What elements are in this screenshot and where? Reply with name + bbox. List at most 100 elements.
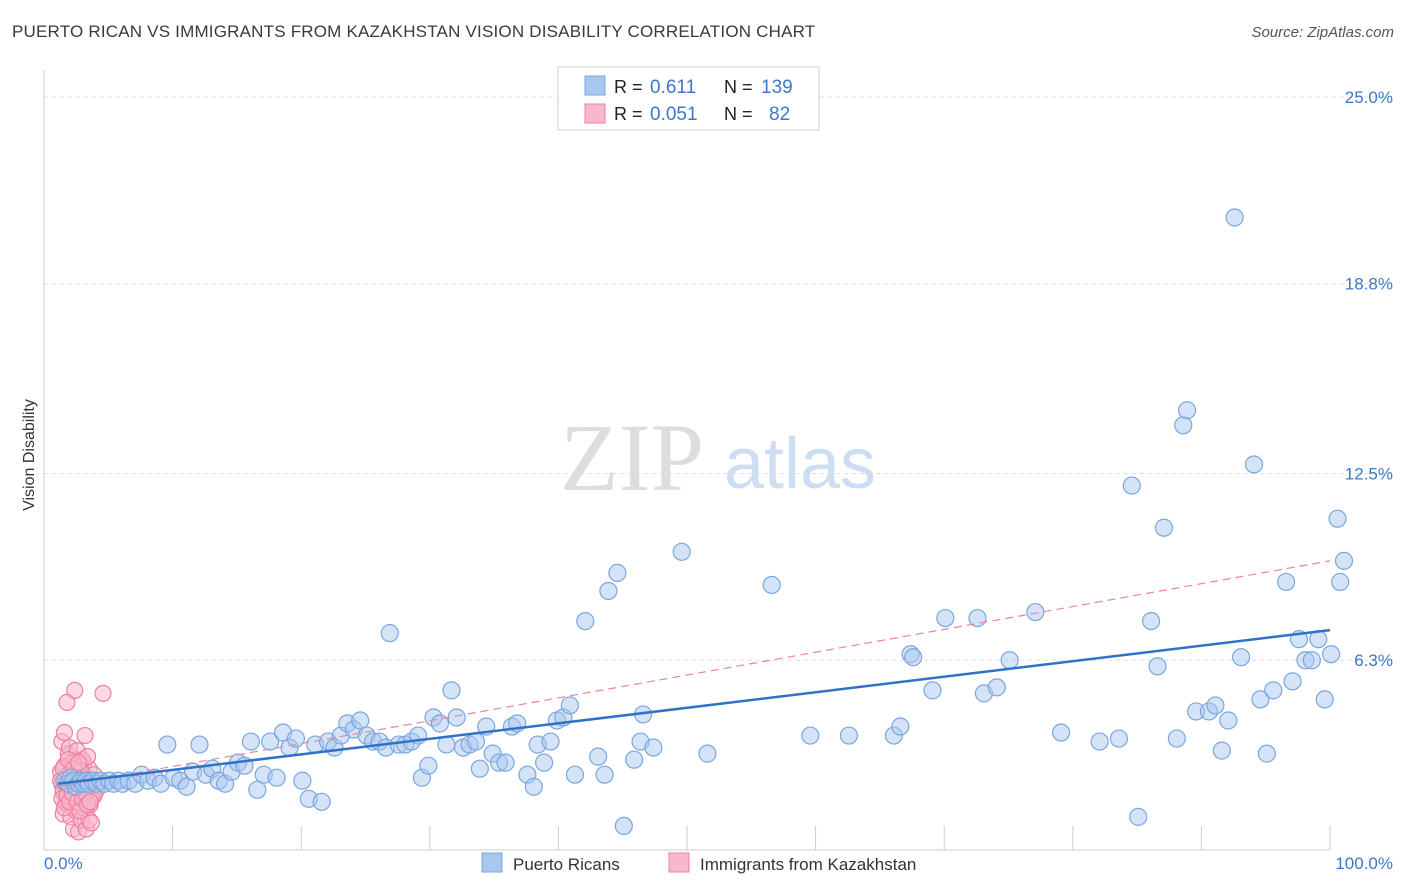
kazakhstan-point xyxy=(76,726,94,745)
legend-r-label-1: R = xyxy=(614,77,643,97)
puerto-rican-point xyxy=(1315,690,1334,709)
legend-r-value-1: 0.611 xyxy=(650,77,696,98)
kazakhstan-trend-line xyxy=(57,560,1331,788)
puerto-rican-point xyxy=(672,542,691,561)
puerto-rican-point xyxy=(466,732,486,751)
puerto-rican-point xyxy=(1174,416,1193,435)
puerto-rican-point xyxy=(248,780,267,799)
gridlines xyxy=(44,96,1393,661)
puerto-rican-point xyxy=(190,735,209,754)
puerto-rican-point xyxy=(1334,551,1354,570)
kazakhstan-point xyxy=(94,684,112,702)
puerto-rican-point xyxy=(267,768,286,787)
bottom-legend-swatch-pink xyxy=(668,852,690,873)
puerto-rican-point xyxy=(589,747,608,766)
legend-n-label-1: N = xyxy=(724,77,753,97)
puerto-rican-point xyxy=(891,717,910,736)
x-tick-label-max: 100.0% xyxy=(1335,854,1393,873)
puerto-rican-point xyxy=(625,750,644,769)
puerto-rican-point xyxy=(1264,681,1283,700)
kazakhstan-point xyxy=(58,693,76,712)
puerto-rican-point xyxy=(286,729,306,748)
puerto-rican-point xyxy=(1251,690,1270,709)
puerto-rican-point xyxy=(987,678,1006,697)
x-ticks xyxy=(43,826,1331,850)
puerto-rican-point xyxy=(447,708,466,727)
puerto-rican-point xyxy=(644,738,663,757)
x-tick-label-min: 0.0% xyxy=(44,854,83,873)
puerto-rican-point xyxy=(158,735,177,754)
puerto-rican-point xyxy=(1154,518,1174,537)
puerto-rican-point xyxy=(1178,401,1197,420)
puerto-rican-point xyxy=(762,575,781,595)
legend-n-label-2: N = xyxy=(724,104,753,124)
puerto-rican-point xyxy=(599,581,618,601)
puerto-rican-point xyxy=(936,608,955,628)
puerto-rican-point xyxy=(1328,509,1347,528)
bottom-legend-label-1: Puerto Ricans xyxy=(513,855,620,874)
y-tick-label: 12.5% xyxy=(1345,465,1393,484)
puerto-rican-point xyxy=(576,611,595,631)
puerto-rican-point xyxy=(1244,455,1264,474)
kazakhstan-point xyxy=(69,754,88,772)
stats-legend: R = 0.611 N = 139 R = 0.051 N = 82 xyxy=(557,66,820,131)
puerto-rican-point xyxy=(595,765,614,784)
puerto-rican-point xyxy=(177,777,196,796)
puerto-rican-point xyxy=(541,732,560,751)
chart-title: PUERTO RICAN VS IMMIGRANTS FROM KAZAKHST… xyxy=(12,22,816,41)
puerto-rican-point xyxy=(801,726,820,745)
legend-r-value-2: 0.051 xyxy=(650,104,698,125)
puerto-rican-point xyxy=(839,726,858,745)
puerto-rican-point xyxy=(419,756,438,775)
puerto-rican-point xyxy=(470,759,489,778)
puerto-rican-point xyxy=(1167,729,1186,748)
puerto-rican-point xyxy=(496,753,515,772)
watermark-atlas: atlas xyxy=(724,424,876,504)
legend-n-value-1: 139 xyxy=(761,77,793,98)
puerto-rican-point xyxy=(1051,723,1071,742)
puerto-rican-point xyxy=(312,792,331,811)
puerto-rican-point xyxy=(1331,572,1350,592)
puerto-rican-point xyxy=(923,681,942,700)
series-legend: Puerto Ricans Immigrants from Kazakhstan xyxy=(481,852,916,874)
trend-lines xyxy=(57,560,1331,788)
puerto-rican-point xyxy=(524,777,543,796)
kazakhstan-point xyxy=(66,681,84,699)
puerto-rican-point xyxy=(608,563,627,582)
puerto-rican-point xyxy=(1219,711,1238,730)
puerto-rican-point xyxy=(1322,645,1341,664)
puerto-rican-point xyxy=(1232,648,1251,667)
puerto-rican-point xyxy=(1141,611,1161,631)
puerto-rican-point xyxy=(535,753,554,772)
bottom-legend-label-2: Immigrants from Kazakhstan xyxy=(700,855,916,874)
puerto-rican-point xyxy=(698,744,717,763)
puerto-rican-point xyxy=(1225,208,1244,227)
puerto-rican-point xyxy=(1026,602,1045,622)
puerto-rican-point xyxy=(293,771,312,790)
legend-swatch-pink xyxy=(584,103,606,124)
y-axis-label: Vision Disability xyxy=(21,399,38,511)
puerto-rican-point xyxy=(241,732,260,751)
legend-n-value-2: 82 xyxy=(769,104,790,125)
puerto-rican-point xyxy=(1212,741,1231,760)
puerto-rican-point xyxy=(1129,807,1148,826)
y-tick-label: 25.0% xyxy=(1345,88,1393,107)
puerto-rican-point xyxy=(442,681,461,700)
puerto-rican-point xyxy=(1122,476,1141,495)
puerto-rican-points xyxy=(55,208,1354,836)
kazakhstan-point xyxy=(81,793,99,811)
legend-swatch-blue xyxy=(584,75,606,96)
puerto-rican-point xyxy=(1109,729,1129,748)
source-label: Source: ZipAtlas.com xyxy=(1251,24,1394,41)
puerto-rican-point xyxy=(904,648,923,667)
kazakhstan-point xyxy=(55,723,74,742)
y-tick-label: 18.8% xyxy=(1345,275,1393,294)
y-tick-label: 6.3% xyxy=(1354,651,1393,670)
puerto-rican-point xyxy=(1148,657,1167,676)
puerto-rican-point xyxy=(1277,572,1296,592)
puerto-rican-point xyxy=(1000,651,1019,670)
puerto-rican-point xyxy=(1257,744,1276,763)
legend-r-label-2: R = xyxy=(614,104,643,124)
puerto-rican-point xyxy=(351,711,370,730)
